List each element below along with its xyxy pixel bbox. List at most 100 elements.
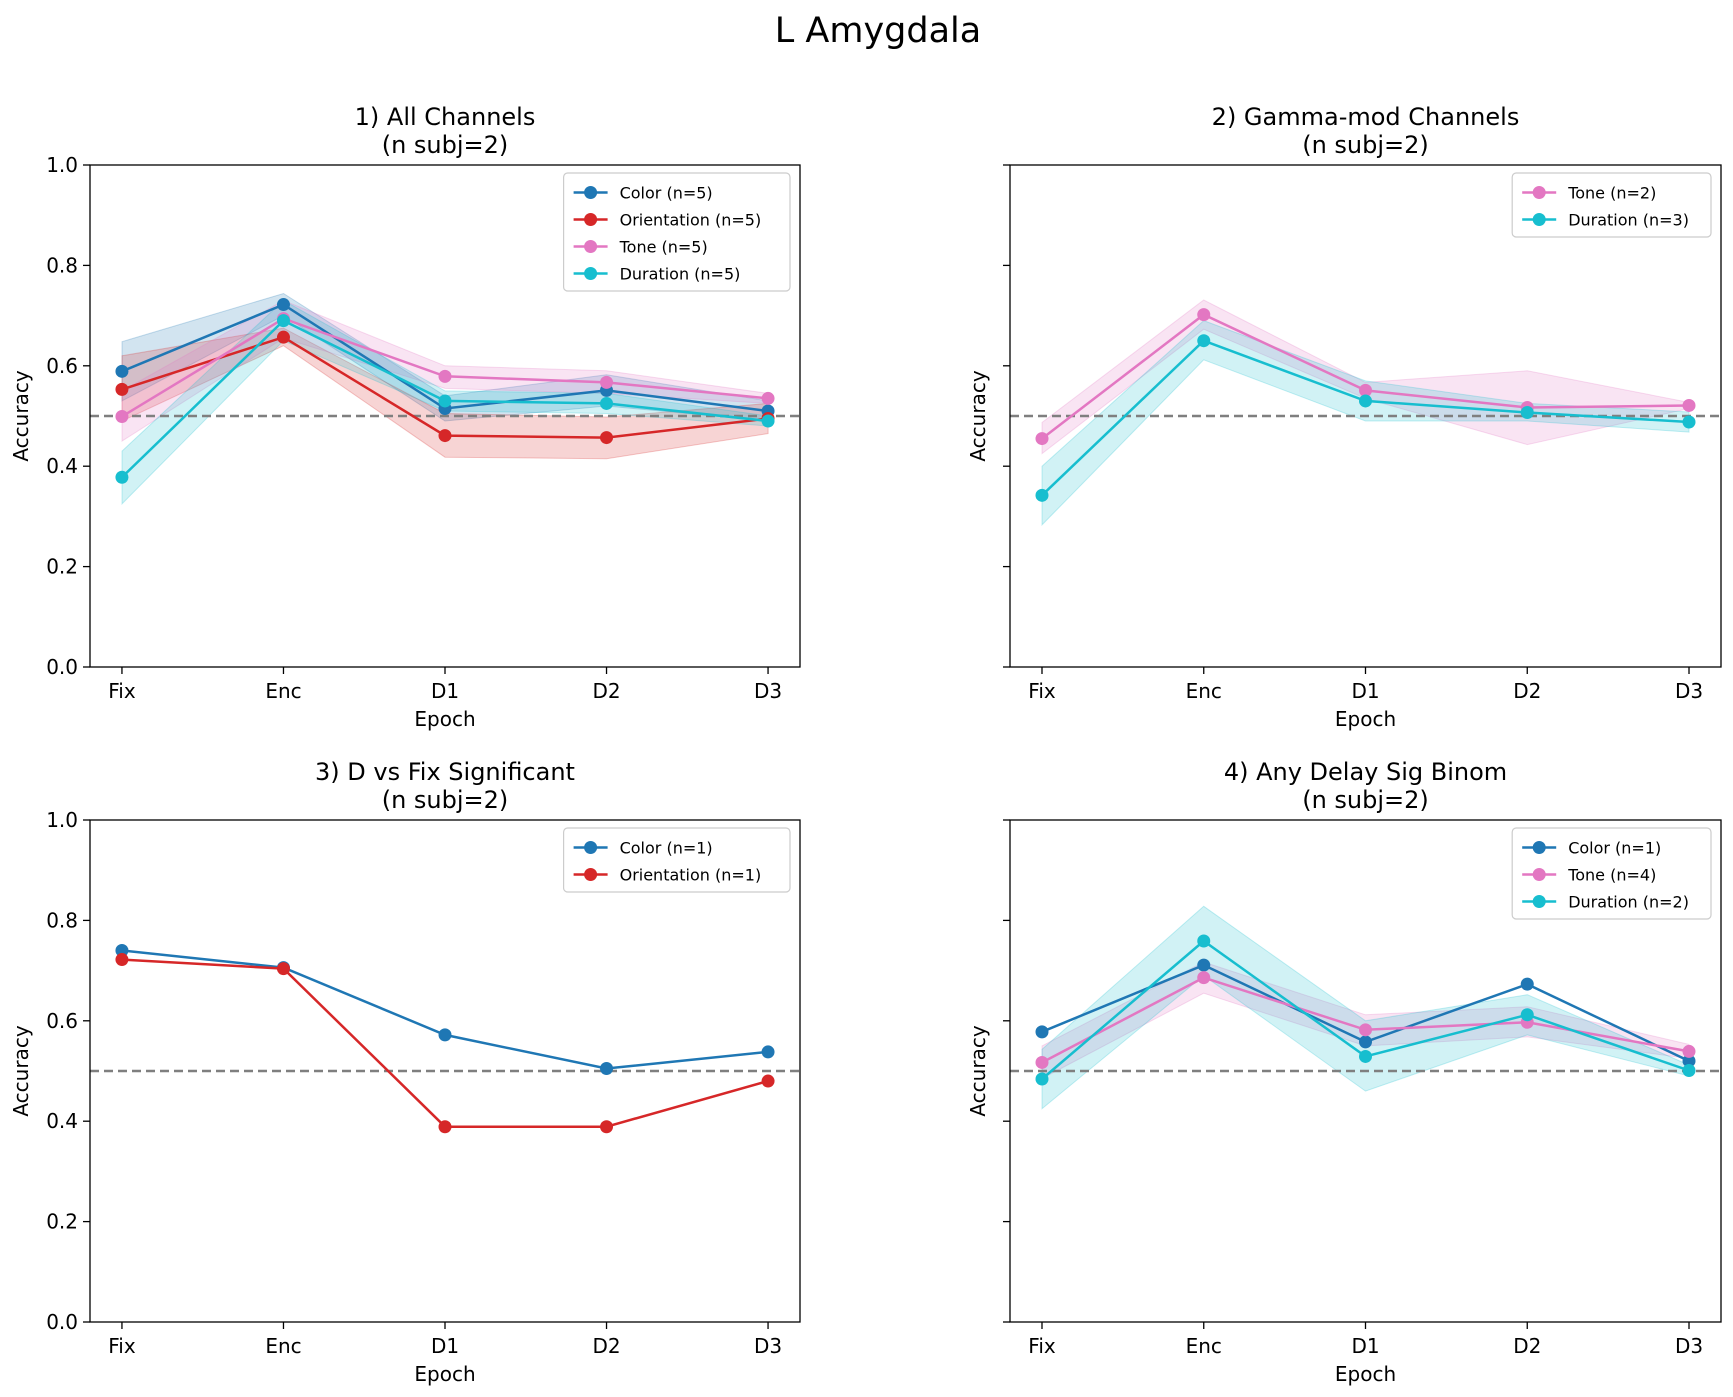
x-axis-label: Epoch [414, 1362, 475, 1386]
x-tick-label: Enc [1186, 679, 1222, 703]
x-tick-label: D1 [431, 1334, 459, 1358]
subplot-3: 3) D vs Fix Significant(n subj=2) Fix Enc D… [9, 758, 801, 1386]
x-tick-label: D1 [1351, 1334, 1379, 1358]
data-point [1682, 1063, 1696, 1077]
legend: Color (n=1) Tone (n=4) Duration (n=2) [1511, 827, 1712, 920]
x-tick-label: D2 [1513, 679, 1541, 703]
legend-marker [1532, 841, 1546, 854]
legend-label: Duration (n=5) [620, 265, 741, 284]
subplot-title: 1) All Channels [355, 103, 536, 131]
data-point [1520, 405, 1534, 419]
data-point [438, 429, 452, 443]
x-tick-label: D3 [1675, 679, 1703, 703]
data-point [600, 396, 614, 410]
subplot-title: 4) Any Delay Sig Binom [1224, 758, 1507, 786]
data-point [276, 298, 290, 312]
data-point [1682, 415, 1696, 429]
confidence-band [1041, 320, 1690, 527]
x-tick-label: D1 [431, 679, 459, 703]
subplot-subtitle: (n subj=2) [1302, 131, 1429, 159]
legend-marker [1532, 895, 1546, 908]
data-point [1359, 1023, 1372, 1037]
data-point [115, 410, 129, 424]
legend-marker [584, 240, 598, 253]
y-tick-label: 0.8 [46, 253, 78, 277]
subplot-subtitle: (n subj=2) [382, 786, 509, 814]
data-point [276, 330, 290, 344]
data-point [600, 375, 614, 389]
x-tick-label: D1 [1351, 679, 1379, 703]
x-tick-label: D3 [1675, 1334, 1703, 1358]
y-tick-label: 0.2 [46, 1210, 78, 1234]
subplot-subtitle: (n subj=2) [1302, 786, 1429, 814]
data-point [600, 1061, 614, 1075]
legend-box [1511, 172, 1712, 238]
data-point [115, 944, 129, 958]
data-point [1359, 394, 1372, 408]
data-point [1197, 308, 1211, 322]
data-point [438, 1120, 452, 1134]
legend-box [562, 827, 791, 893]
data-point [600, 1120, 614, 1134]
legend: Color (n=5) Orientation (n=5) Tone (n=5) Du… [562, 172, 791, 292]
data-point [438, 394, 452, 408]
data-point [1197, 971, 1211, 985]
data-point [115, 364, 129, 378]
data-point [438, 369, 452, 383]
data-point [1035, 1055, 1049, 1069]
data-point [1359, 1035, 1372, 1049]
data-point [761, 1074, 775, 1088]
data-point [1197, 934, 1211, 948]
legend-label: Tone (n=5) [619, 238, 708, 257]
data-point [276, 962, 290, 976]
figure-suptitle: L Amygdala [775, 11, 981, 51]
data-point [1035, 1072, 1049, 1086]
legend: Color (n=1) Orientation (n=1) [562, 827, 791, 893]
data-point [1520, 1008, 1534, 1022]
legend-box [1511, 827, 1712, 920]
data-point [115, 953, 129, 967]
x-tick-label: D2 [592, 679, 620, 703]
x-tick-label: D2 [1513, 1334, 1541, 1358]
legend-marker [584, 868, 598, 881]
legend-label: Duration (n=3) [1568, 211, 1689, 230]
y-tick-label: 0.2 [46, 555, 78, 579]
data-point [1359, 383, 1372, 397]
x-tick-label: Fix [1028, 1334, 1056, 1358]
subplot-2: 2) Gamma-mod Channels(n subj=2) Fix Enc D1 D… [966, 103, 1722, 731]
x-tick-label: D3 [754, 1334, 782, 1358]
data-point [1035, 488, 1049, 502]
data-point [1035, 1025, 1049, 1039]
legend-label: Tone (n=2) [1567, 184, 1656, 203]
y-tick-label: 0.4 [46, 454, 78, 478]
x-tick-label: Enc [265, 1334, 301, 1358]
x-tick-label: D3 [754, 679, 782, 703]
x-axis-label: Epoch [414, 707, 475, 731]
subplot-title: 2) Gamma-mod Channels [1212, 103, 1520, 131]
data-point [761, 1045, 775, 1059]
data-point [1035, 432, 1049, 446]
x-tick-label: Fix [1028, 679, 1056, 703]
y-tick-label: 0.0 [46, 655, 78, 679]
data-point [761, 414, 775, 428]
legend-marker [584, 267, 598, 280]
legend-label: Color (n=5) [620, 184, 713, 203]
subplot-1: 1) All Channels(n subj=2) Fix Enc D1 D2 D3 Epo… [9, 103, 801, 731]
data-point [1197, 958, 1211, 972]
legend-marker [584, 841, 598, 854]
legend-marker [584, 186, 598, 199]
x-tick-label: Enc [1186, 1334, 1222, 1358]
data-point [1197, 334, 1211, 348]
data-point [115, 382, 129, 396]
data-point [115, 470, 129, 484]
x-axis-label: Epoch [1335, 1362, 1396, 1386]
data-point [761, 391, 775, 405]
y-tick-label: 1.0 [46, 153, 78, 177]
legend-marker [584, 213, 598, 226]
legend-box [562, 172, 791, 292]
data-point [600, 431, 614, 445]
y-axis-label: Accuracy [966, 370, 990, 461]
x-tick-label: Enc [265, 679, 301, 703]
confidence-band [121, 327, 769, 460]
